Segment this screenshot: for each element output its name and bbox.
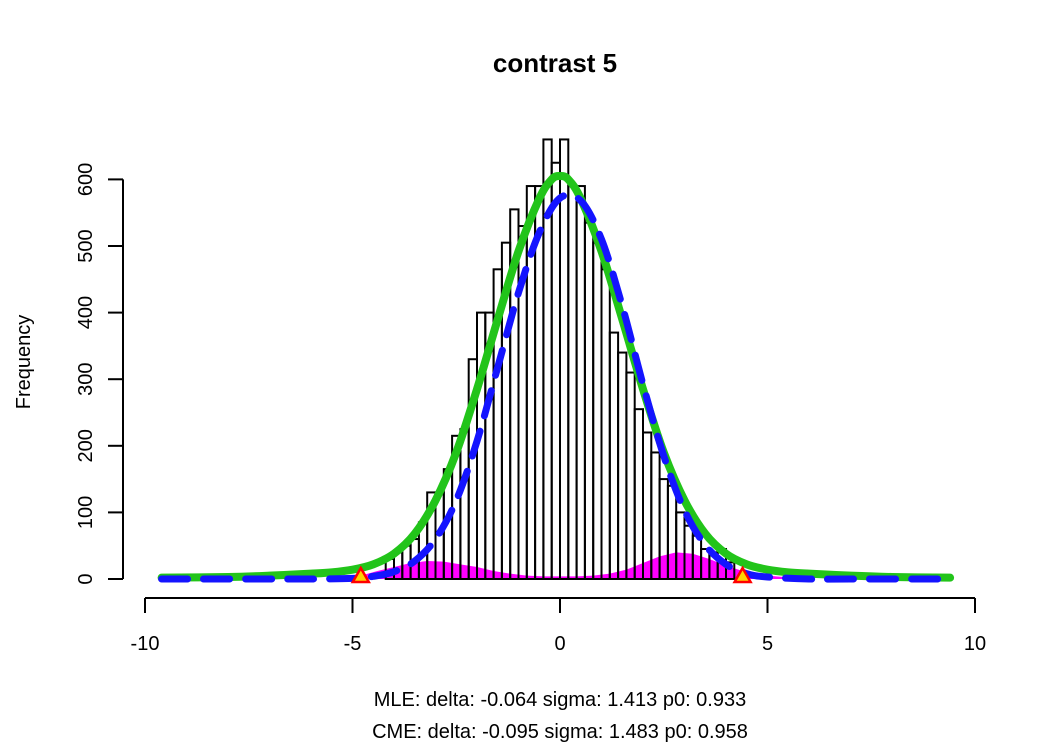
histogram-bar <box>725 561 736 580</box>
mle-density-curve <box>158 191 954 583</box>
x-tick-label: -5 <box>344 633 362 655</box>
histogram-bar <box>625 371 636 581</box>
y-tick-label: 100 <box>75 496 97 529</box>
x-tick-label: 5 <box>762 633 773 655</box>
histogram-bar <box>633 408 645 581</box>
y-tick-label: 400 <box>75 296 97 329</box>
histogram-bar <box>608 331 620 580</box>
y-tick-label: 200 <box>75 429 97 462</box>
histogram-bar <box>583 221 595 580</box>
histogram-bar <box>642 431 653 581</box>
histogram-bar <box>550 161 562 580</box>
y-tick-label: 500 <box>75 229 97 262</box>
cme-annotation: CME: delta: -0.095 sigma: 1.483 p0: 0.95… <box>372 721 748 743</box>
y-tick-label: 300 <box>75 363 97 396</box>
histogram-bar <box>592 241 603 580</box>
y-tick-label: 600 <box>75 163 97 196</box>
cme-density-curve <box>157 172 955 582</box>
threshold-marker <box>350 565 371 584</box>
mle-annotation: MLE: delta: -0.064 sigma: 1.413 p0: 0.93… <box>374 689 746 711</box>
x-tick-label: -10 <box>131 633 160 655</box>
plot-area <box>157 138 955 584</box>
histogram-bar <box>617 351 628 580</box>
histogram-bar <box>559 138 570 580</box>
histogram-bar <box>575 185 586 580</box>
x-tick-label: 10 <box>964 633 986 655</box>
y-axis-label: Frequency <box>13 315 35 410</box>
histogram-bar <box>567 185 578 580</box>
x-tick-label: 0 <box>554 633 565 655</box>
y-tick-label: 0 <box>75 573 97 584</box>
histogram-bar <box>459 428 470 580</box>
threshold-marker <box>732 565 753 584</box>
chart-title: contrast 5 <box>493 48 617 78</box>
histogram-bar <box>600 268 611 580</box>
